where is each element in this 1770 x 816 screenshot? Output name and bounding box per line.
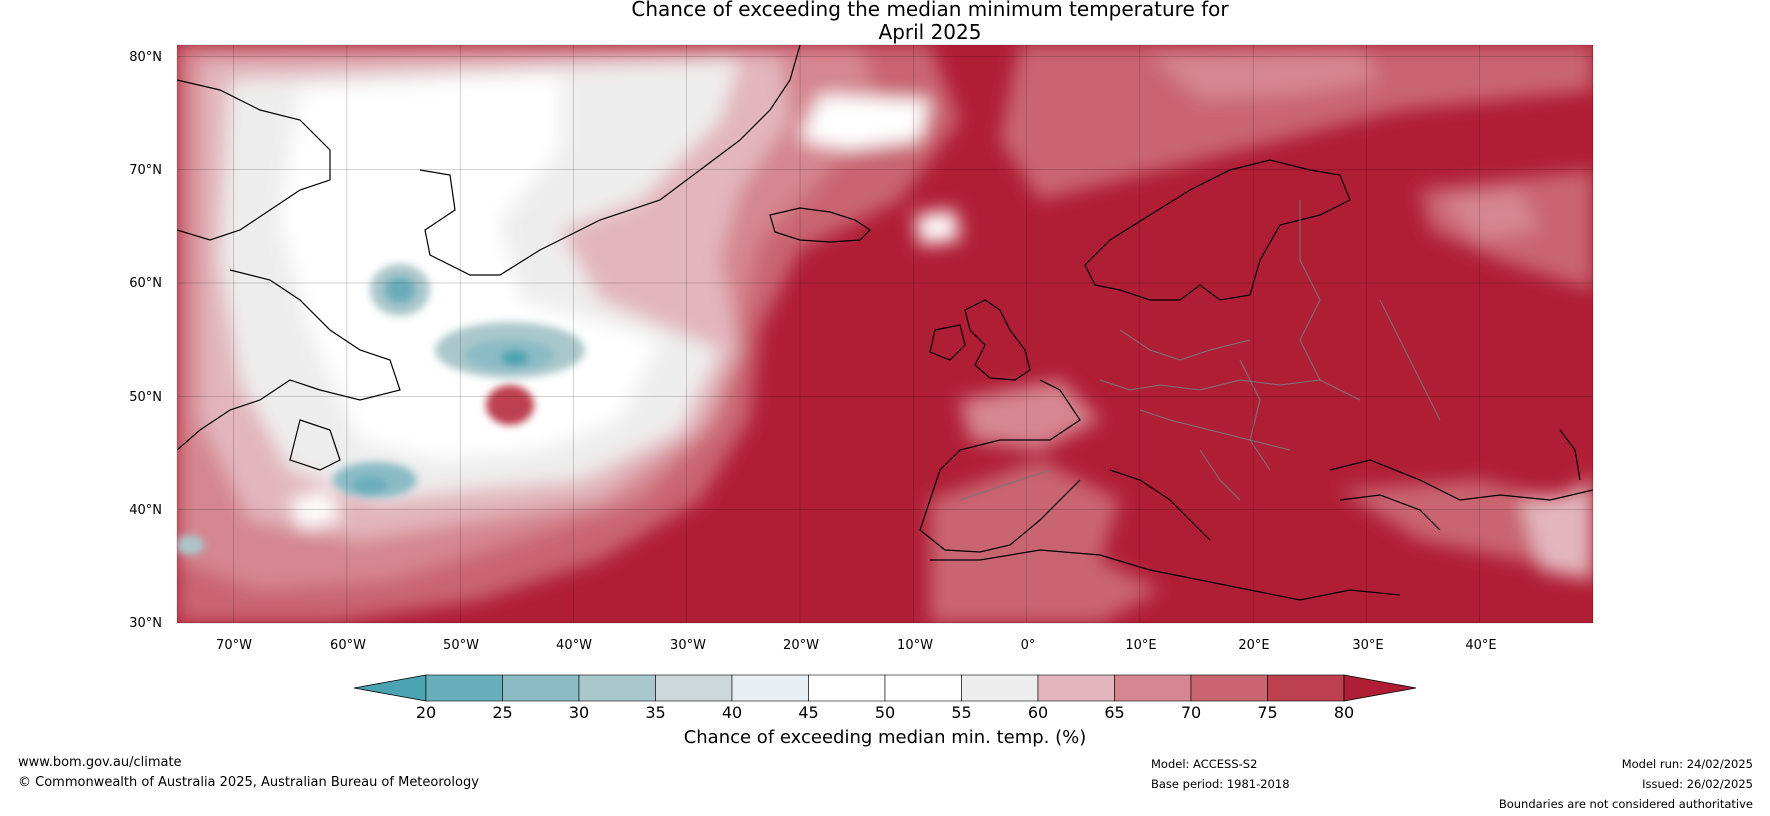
lon-label-40w: 40°W [556, 638, 592, 653]
copyright-text: © Commonwealth of Australia 2025, Austra… [18, 775, 479, 790]
lon-label-20w: 20°W [783, 638, 819, 653]
colorbar-segment [1190, 674, 1268, 702]
colorbar: 20 25 30 35 40 45 50 55 60 65 70 75 80 [353, 674, 1417, 722]
colorbar-tick-label: 30 [569, 703, 589, 722]
lon-label-30e: 30°E [1352, 638, 1383, 653]
coastlines [177, 45, 1593, 601]
model-text: Model: ACCESS-S2 [1151, 757, 1258, 771]
lon-label-20e: 20°E [1238, 638, 1269, 653]
colorbar-segment [1037, 674, 1115, 702]
colorbar-tick-label: 65 [1104, 703, 1124, 722]
colorbar-segment [578, 674, 656, 702]
disclaimer-text: Boundaries are not considered authoritat… [1498, 797, 1753, 811]
colorbar-segment [655, 674, 733, 702]
colorbar-tick-label: 40 [722, 703, 742, 722]
probability-map [177, 45, 1593, 623]
lat-label-30n: 30°N [129, 616, 162, 631]
lon-label-60w: 60°W [330, 638, 366, 653]
colorbar-segment [1267, 674, 1345, 702]
graticule [177, 45, 1593, 623]
country-borders [959, 200, 1441, 501]
colorbar-tick-label: 75 [1257, 703, 1277, 722]
website-text: www.bom.gov.au/climate [18, 755, 182, 770]
lat-label-70n: 70°N [129, 163, 162, 178]
lat-label-80n: 80°N [129, 50, 162, 65]
colorbar-tick-label: 50 [875, 703, 895, 722]
colorbar-low-extend [353, 674, 427, 702]
colorbar-tick-label: 35 [645, 703, 665, 722]
colorbar-tick-label: 25 [492, 703, 512, 722]
lat-label-50n: 50°N [129, 390, 162, 405]
colorbar-tick-label: 60 [1028, 703, 1048, 722]
lon-label-0: 0° [1021, 638, 1036, 653]
issued-text: Issued: 26/02/2025 [1642, 777, 1753, 791]
model-run-text: Model run: 24/02/2025 [1621, 757, 1753, 771]
longitude-labels: 70°W 60°W 50°W 40°W 30°W 20°W 10°W 0° 10… [216, 638, 1497, 653]
colorbar-tick-label: 45 [798, 703, 818, 722]
colorbar-tick-label: 70 [1181, 703, 1201, 722]
colorbar-segment [884, 674, 962, 702]
map-title: Chance of exceeding the median minimum t… [631, 0, 1229, 44]
colorbar-segment [808, 674, 886, 702]
colorbar-high-extend [1343, 674, 1417, 702]
colorbar-label: Chance of exceeding median min. temp. (%… [683, 727, 1087, 748]
colorbar-tick-label: 55 [951, 703, 971, 722]
colorbar-segment [961, 674, 1039, 702]
colorbar-segment [425, 674, 503, 702]
colorbar-segment [1114, 674, 1192, 702]
lat-label-60n: 60°N [129, 276, 162, 291]
colorbar-tick-label: 20 [416, 703, 436, 722]
colorbar-tick-label: 80 [1334, 703, 1354, 722]
lon-label-10e: 10°E [1125, 638, 1156, 653]
base-period-text: Base period: 1981-2018 [1151, 777, 1290, 791]
latitude-labels: 80°N 70°N 60°N 50°N 40°N 30°N [129, 50, 162, 631]
lon-label-70w: 70°W [216, 638, 252, 653]
lon-label-40e: 40°E [1465, 638, 1496, 653]
colorbar-segment [731, 674, 809, 702]
lat-label-40n: 40°N [129, 503, 162, 518]
lon-label-30w: 30°W [670, 638, 706, 653]
lon-label-50w: 50°W [443, 638, 479, 653]
colorbar-segment [502, 674, 580, 702]
lon-label-10w: 10°W [897, 638, 933, 653]
